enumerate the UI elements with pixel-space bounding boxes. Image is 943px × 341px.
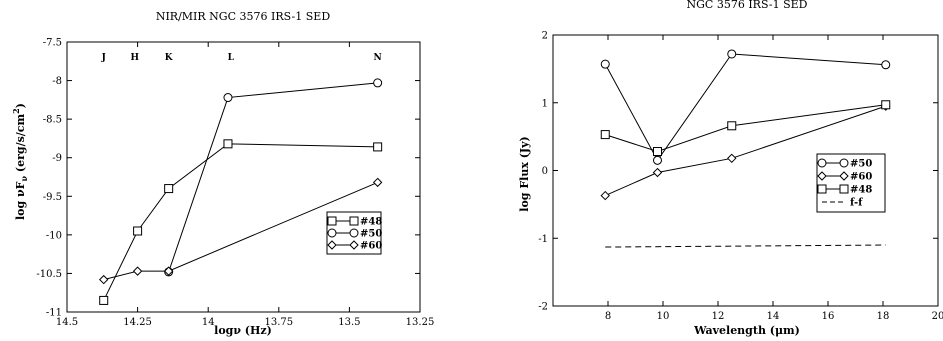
chart2-xtick-label: 18 (877, 311, 890, 322)
chart2-series-line (605, 105, 886, 197)
chart2-xtick-label: 8 (605, 311, 611, 322)
chart2-data-point (727, 153, 737, 164)
chart1-ylabel: log νFν (erg/s/cm2) (11, 103, 29, 220)
chart1-legend-label: #60 (360, 241, 382, 252)
chart1-legend-label: #48 (360, 217, 382, 228)
chart2-data-point (600, 59, 610, 69)
chart1-ylabel-sub: ν (19, 176, 29, 182)
chart2-data-point (881, 100, 891, 110)
chart2-series-line (605, 244, 886, 248)
chart2-series-line (604, 53, 886, 162)
chart1-xtick-label: 13.75 (264, 317, 293, 328)
chart2-legend-marker (817, 158, 827, 168)
chart2-data-point (600, 130, 610, 140)
chart2-legend-marker (817, 171, 827, 181)
chart1-series-line (103, 181, 378, 281)
chart1-band-label: N (374, 53, 382, 63)
chart2-data-point (652, 167, 663, 178)
chart1-data-point (99, 274, 109, 285)
chart1-ytick-label: -8 (52, 76, 62, 87)
chart1-ylabel-units: (erg/s/cm (14, 114, 27, 176)
chart1-ytick-label: -8.5 (43, 115, 62, 126)
chart2-ytick-label: 1 (542, 98, 548, 109)
chart2-legend-marker (839, 171, 849, 181)
chart2-legend-marker (839, 158, 849, 168)
chart1-data-point (99, 295, 109, 305)
chart1-legend-marker (327, 240, 337, 250)
chart2-data-point (881, 60, 891, 70)
chart2-data-point (600, 190, 610, 201)
chart1-data-point (163, 266, 174, 276)
chart1-ylabel-close: ) (14, 103, 27, 108)
chart2-series-line (605, 104, 886, 153)
chart1-ylabel-sup: 2 (11, 108, 21, 114)
chart1-data-point (133, 226, 143, 236)
chart1-ytick-label: -11 (46, 308, 62, 319)
chart1-band-label: J (101, 53, 106, 63)
chart1-data-point (223, 139, 233, 149)
chart2-legend-label: f-f (850, 198, 863, 209)
chart2-xlabel: Wavelength (μm) (693, 324, 800, 337)
flux-sed-chart: NGC 3576 IRS-1 SED Wavelength (μm) log F… (518, 0, 943, 337)
chart1-data-point (132, 266, 143, 276)
chart1-plot-frame (66, 41, 421, 313)
chart1-title: NIR/MIR NGC 3576 IRS-1 SED (156, 10, 331, 23)
chart2-data-point (727, 49, 737, 59)
chart1-legend-marker (349, 240, 359, 250)
chart2-data-point (653, 147, 662, 157)
chart1-data-point (373, 142, 383, 152)
chart1-ytick-label: -9.5 (43, 192, 62, 203)
chart1-ytick-label: -7.5 (43, 38, 62, 49)
chart1-xtick-label: 14.5 (56, 317, 78, 328)
chart1-ytick-label: -10.5 (36, 269, 62, 280)
chart2-ylabel: log Flux (Jy) (518, 136, 531, 211)
chart2-legend-label: #48 (850, 185, 872, 196)
chart1-data-point (373, 78, 383, 88)
chart2-ytick-label: -1 (538, 234, 548, 245)
chart2-legend-marker (839, 184, 849, 194)
chart2-ytick-label: -2 (538, 302, 548, 313)
chart2-title: NGC 3576 IRS-1 SED (687, 0, 808, 11)
chart1-legend-label: #50 (360, 229, 382, 240)
chart2-legend-marker (817, 184, 827, 194)
chart1-band-label: K (165, 53, 174, 63)
chart2-legend-label: #50 (850, 159, 872, 170)
chart2-ytick-label: 2 (542, 31, 548, 42)
chart2-xtick-label: 10 (657, 311, 670, 322)
chart1-band-label: H (131, 53, 140, 63)
chart2-legend-box (816, 153, 886, 213)
chart1-ytick-label: -10 (46, 230, 62, 241)
chart1-xtick-label: 14.25 (123, 317, 152, 328)
chart1-legend-marker (349, 228, 359, 238)
chart2-xtick-label: 16 (822, 311, 835, 322)
chart1-xtick-label: 13.5 (338, 317, 360, 328)
chart2-legend-label: #60 (850, 172, 872, 183)
chart1-xtick-label: 13.25 (406, 317, 435, 328)
chart1-xlabel: logν (Hz) (214, 324, 272, 337)
chart1-legend-marker (327, 228, 337, 238)
chart1-xtick-label: 14 (202, 317, 215, 328)
chart1-legend-marker (349, 216, 359, 226)
chart1-data-point (223, 93, 233, 103)
chart2-xtick-label: 20 (932, 311, 943, 322)
chart2-xtick-label: 14 (767, 311, 780, 322)
chart2-data-point (653, 155, 662, 165)
chart1-data-point (372, 177, 383, 188)
chart1-band-label: L (228, 53, 235, 63)
chart1-ylabel-main: log νF (14, 181, 27, 220)
chart1-ytick-label: -9 (52, 153, 62, 164)
chart2-data-point (727, 121, 737, 131)
chart1-legend-marker (327, 216, 337, 226)
chart2-xtick-label: 12 (712, 311, 725, 322)
chart2-ytick-label: 0 (542, 166, 548, 177)
nir-mir-sed-chart: NIR/MIR NGC 3576 IRS-1 SED logν (Hz) log… (11, 10, 434, 337)
chart1-data-point (164, 184, 174, 194)
